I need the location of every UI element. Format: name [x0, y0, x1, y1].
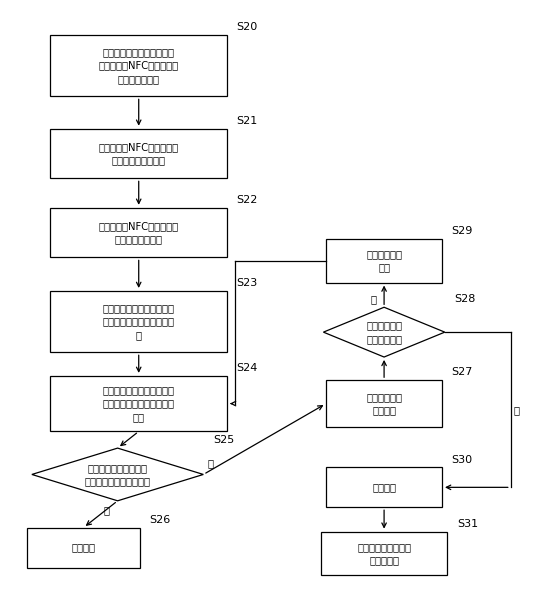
FancyBboxPatch shape	[50, 291, 227, 352]
Text: 智能锁通过NFC给移动终端
发送指纹验证指令: 智能锁通过NFC给移动终端 发送指纹验证指令	[99, 221, 179, 244]
FancyBboxPatch shape	[326, 239, 442, 283]
FancyBboxPatch shape	[326, 467, 442, 507]
Text: 提示用户重新
输入指纹: 提示用户重新 输入指纹	[366, 392, 402, 415]
Polygon shape	[323, 307, 445, 357]
Text: S26: S26	[150, 515, 171, 525]
Text: 开锁成功: 开锁成功	[71, 543, 95, 552]
FancyBboxPatch shape	[50, 35, 227, 96]
Text: 等待预定时间之后再
次进行开锁: 等待预定时间之后再 次进行开锁	[357, 542, 411, 565]
Text: 智能锁通过NFC检测到移动
终端需要开锁的指令: 智能锁通过NFC检测到移动 终端需要开锁的指令	[99, 142, 179, 165]
Text: 移动终端靠近智能锁时，移
动终端通过NFC和智能锁建
立数据通信连接: 移动终端靠近智能锁时，移 动终端通过NFC和智能锁建 立数据通信连接	[99, 48, 179, 84]
Text: 否: 否	[370, 294, 376, 304]
FancyBboxPatch shape	[321, 532, 448, 576]
Text: S22: S22	[236, 195, 258, 205]
Text: S25: S25	[213, 435, 234, 445]
Text: S29: S29	[452, 226, 473, 236]
Text: S28: S28	[455, 294, 475, 304]
Text: S23: S23	[236, 278, 258, 288]
Text: 移动终端接收到智能锁的指
令后在屏幕上弹出指纹验证
界: 移动终端接收到智能锁的指 令后在屏幕上弹出指纹验证 界	[103, 304, 175, 340]
Text: S24: S24	[236, 363, 258, 373]
FancyBboxPatch shape	[50, 208, 227, 257]
Text: 否: 否	[207, 459, 213, 469]
Text: S30: S30	[452, 454, 473, 465]
Text: 是: 是	[513, 405, 519, 415]
Text: 开锁失败: 开锁失败	[372, 482, 396, 492]
FancyBboxPatch shape	[50, 129, 227, 178]
Text: S20: S20	[236, 22, 258, 32]
Text: 提示用户输入
指纹: 提示用户输入 指纹	[366, 249, 402, 272]
Text: 指纹对比是否
连续三次失败: 指纹对比是否 连续三次失败	[366, 321, 402, 344]
FancyBboxPatch shape	[326, 380, 442, 427]
Text: 智能锁将接收到的指纹信息
和数据库中的指纹数据进行
对比: 智能锁将接收到的指纹信息 和数据库中的指纹数据进行 对比	[103, 386, 175, 422]
Text: 判断所述指纹信息是否
存在于存储模块数据库中: 判断所述指纹信息是否 存在于存储模块数据库中	[85, 463, 151, 486]
FancyBboxPatch shape	[50, 376, 227, 431]
Polygon shape	[32, 448, 203, 501]
Text: 是: 是	[103, 505, 110, 516]
Text: S21: S21	[236, 116, 258, 126]
Text: S31: S31	[457, 519, 478, 529]
FancyBboxPatch shape	[27, 527, 140, 568]
Text: S27: S27	[452, 367, 473, 377]
